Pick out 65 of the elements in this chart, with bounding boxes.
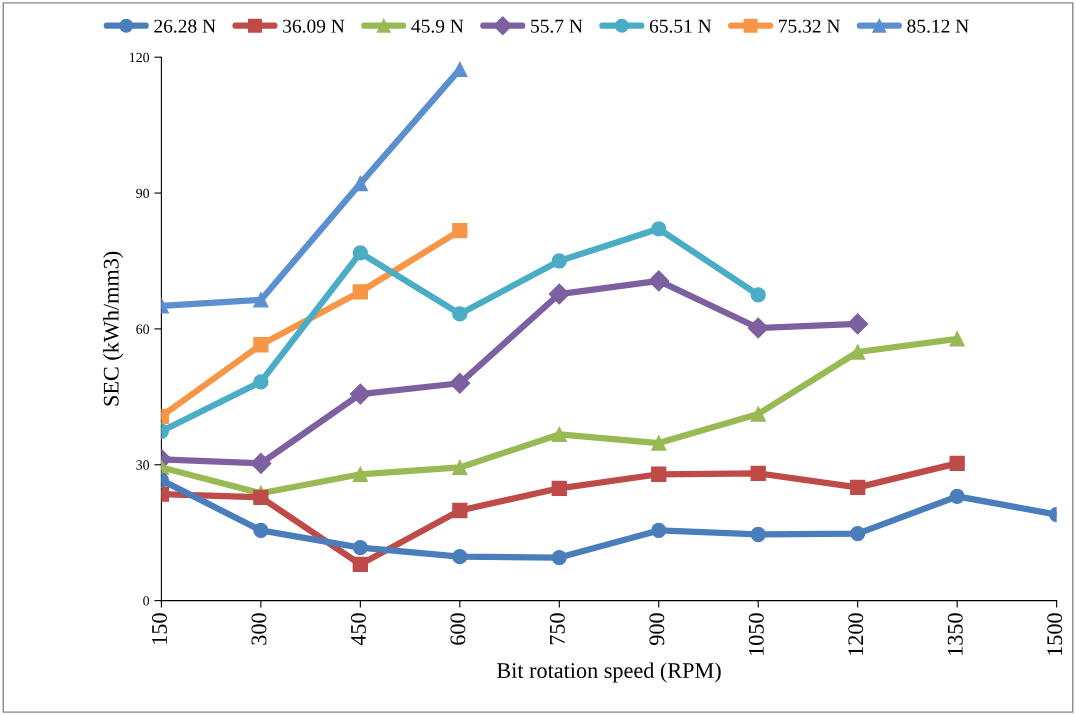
point: [850, 344, 866, 360]
point: [352, 466, 368, 482]
point: [250, 452, 272, 474]
point: [750, 287, 766, 303]
point: [747, 317, 769, 339]
x-axis-title: Bit rotation speed (RPM): [497, 662, 721, 683]
y-axis-title: SEC (kWh/mm3): [103, 251, 124, 406]
point: [452, 459, 468, 476]
point: [551, 480, 567, 496]
legend-label: 85.12 N: [907, 19, 969, 33]
point: [253, 489, 269, 505]
point: [850, 479, 866, 496]
point: [847, 313, 869, 335]
x-tick-label: 300: [251, 613, 267, 645]
point: [253, 522, 269, 539]
point: [551, 549, 567, 566]
x-tick-label: 600: [450, 613, 466, 645]
point: [352, 539, 368, 556]
point: [750, 465, 766, 481]
y-tick-label: 120: [129, 52, 150, 63]
legend-label: 26.28 N: [154, 19, 216, 33]
point: [253, 337, 269, 353]
point: [452, 61, 468, 78]
point: [349, 383, 371, 405]
legend-label: 36.09 N: [283, 19, 345, 33]
point: [850, 525, 866, 542]
point: [651, 522, 667, 539]
point: [352, 245, 368, 261]
x-tick-label: 1050: [748, 613, 764, 655]
x-tick-label: 1500: [1047, 613, 1063, 655]
point: [750, 406, 766, 422]
x-tick-label: 450: [350, 613, 366, 646]
y-tick-label: 30: [136, 460, 150, 470]
point: [548, 283, 570, 305]
legend-label: 45.9 N: [411, 19, 464, 33]
point: [551, 426, 567, 443]
point: [253, 292, 269, 308]
point: [452, 306, 468, 322]
point: [949, 488, 965, 505]
point: [651, 466, 667, 482]
point: [352, 284, 368, 300]
legend-label: 75.32 N: [779, 19, 841, 33]
y-tick-label: 90: [136, 188, 150, 199]
point: [452, 549, 468, 565]
point: [352, 556, 368, 573]
x-tick-label: 1350: [947, 613, 963, 655]
point: [651, 221, 667, 237]
x-tick-label: 1200: [848, 613, 864, 655]
legend-label: 55.7 N: [531, 19, 583, 33]
x-tick-label: 150: [151, 613, 167, 644]
point: [452, 222, 468, 239]
point: [551, 253, 567, 269]
point: [253, 374, 269, 390]
point: [449, 372, 471, 394]
point: [648, 270, 670, 292]
y-tick-label: 60: [136, 324, 150, 334]
point: [949, 455, 965, 472]
x-tick-label: 900: [649, 613, 665, 646]
legend-label: 65.51 N: [649, 19, 712, 33]
point: [651, 435, 667, 451]
point: [452, 502, 468, 519]
x-tick-label: 750: [549, 613, 565, 645]
point: [949, 331, 965, 347]
point: [750, 526, 766, 543]
y-tick-label: 0: [143, 596, 150, 606]
